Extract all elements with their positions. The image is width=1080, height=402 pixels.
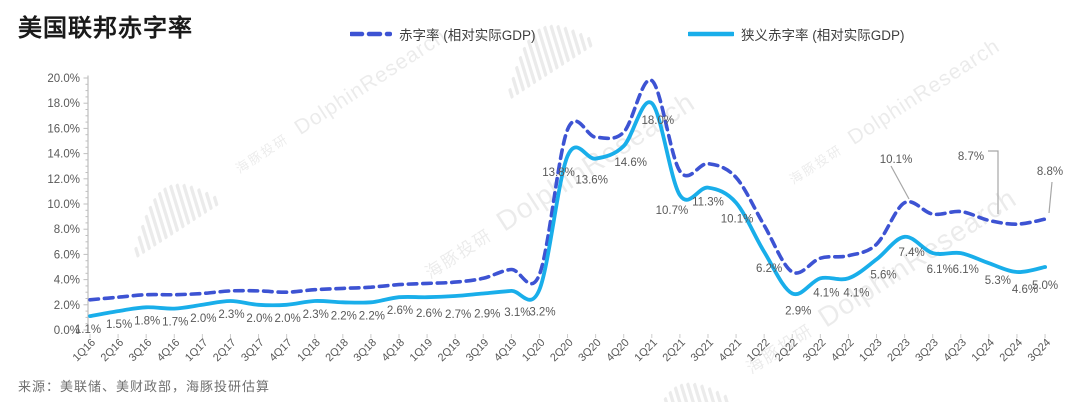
svg-text:5.0%: 5.0% [1032, 280, 1058, 292]
svg-text:10.1%: 10.1% [721, 214, 754, 226]
svg-text:1Q17: 1Q17 [183, 337, 211, 365]
svg-text:14.6%: 14.6% [614, 157, 647, 169]
svg-text:1Q23: 1Q23 [857, 337, 885, 365]
svg-text:1Q18: 1Q18 [295, 337, 323, 365]
svg-text:1Q21: 1Q21 [632, 337, 660, 365]
svg-text:3.1%: 3.1% [504, 307, 530, 319]
svg-text:4Q17: 4Q17 [267, 337, 295, 365]
svg-text:1.1%: 1.1% [75, 324, 101, 336]
svg-text:10.0%: 10.0% [47, 199, 80, 211]
svg-text:2.7%: 2.7% [445, 309, 471, 321]
svg-text:3.2%: 3.2% [529, 307, 555, 319]
svg-text:13.6%: 13.6% [575, 175, 608, 187]
legend-label: 狭义赤字率 (相对实际GDP) [741, 28, 905, 43]
svg-text:2Q18: 2Q18 [323, 337, 351, 365]
svg-text:2.9%: 2.9% [785, 305, 811, 317]
svg-text:2.6%: 2.6% [387, 305, 413, 317]
legend-label: 赤字率 (相对实际GDP) [399, 28, 536, 43]
svg-text:1Q20: 1Q20 [520, 337, 548, 365]
svg-text:1.8%: 1.8% [134, 315, 160, 327]
svg-text:3Q18: 3Q18 [351, 337, 379, 365]
svg-text:2Q19: 2Q19 [436, 337, 464, 365]
legend-item-deficit-rate[interactable]: 赤字率 (相对实际GDP) [350, 24, 536, 44]
svg-text:4Q22: 4Q22 [829, 337, 857, 365]
svg-text:2.0%: 2.0% [246, 313, 272, 325]
svg-text:1.7%: 1.7% [162, 317, 188, 329]
svg-text:1.5%: 1.5% [106, 319, 132, 331]
dolphin-logo-stripes-icon [111, 153, 242, 264]
watermark [485, 0, 616, 105]
svg-text:4Q21: 4Q21 [717, 337, 745, 365]
svg-text:4.1%: 4.1% [843, 287, 869, 299]
svg-text:8.8%: 8.8% [1037, 166, 1063, 178]
svg-text:18.0%: 18.0% [641, 115, 674, 127]
svg-text:6.0%: 6.0% [54, 249, 80, 261]
svg-text:13.8%: 13.8% [542, 167, 575, 179]
svg-text:2.2%: 2.2% [331, 310, 357, 322]
svg-text:6.1%: 6.1% [927, 264, 953, 276]
svg-text:7.4%: 7.4% [899, 247, 925, 259]
svg-text:4Q19: 4Q19 [492, 337, 520, 365]
svg-text:1Q19: 1Q19 [408, 337, 436, 365]
svg-text:8.0%: 8.0% [54, 224, 80, 236]
svg-text:3Q20: 3Q20 [576, 337, 604, 365]
svg-text:4Q16: 4Q16 [155, 337, 183, 365]
svg-text:3Q23: 3Q23 [913, 337, 941, 365]
svg-text:2Q24: 2Q24 [998, 337, 1026, 365]
svg-text:4Q23: 4Q23 [941, 337, 969, 365]
svg-text:2.2%: 2.2% [359, 310, 385, 322]
svg-text:10.7%: 10.7% [656, 205, 689, 217]
dashed-line-icon [350, 31, 392, 37]
svg-text:2.3%: 2.3% [303, 309, 329, 321]
svg-text:2Q17: 2Q17 [211, 337, 239, 365]
svg-text:20.0%: 20.0% [47, 73, 80, 85]
svg-text:2.6%: 2.6% [416, 308, 442, 320]
svg-text:2.9%: 2.9% [474, 308, 500, 320]
svg-text:1Q16: 1Q16 [71, 337, 99, 365]
svg-text:5.3%: 5.3% [985, 275, 1011, 287]
legend-item-narrow-deficit-rate[interactable]: 狭义赤字率 (相对实际GDP) [688, 24, 905, 44]
svg-text:11.3%: 11.3% [692, 197, 724, 209]
svg-text:3Q24: 3Q24 [1026, 337, 1054, 365]
svg-text:0.0%: 0.0% [54, 325, 80, 337]
svg-text:18.0%: 18.0% [47, 98, 80, 110]
page-title: 美国联邦赤字率 [18, 15, 193, 42]
svg-text:2Q23: 2Q23 [885, 337, 913, 365]
svg-text:4.6%: 4.6% [1012, 284, 1038, 296]
svg-text:12.0%: 12.0% [47, 174, 80, 186]
dolphin-logo-stripes-icon [485, 0, 616, 105]
svg-text:6.2%: 6.2% [756, 263, 782, 275]
svg-text:2Q16: 2Q16 [99, 337, 127, 365]
svg-text:2.0%: 2.0% [275, 313, 301, 325]
svg-text:2Q20: 2Q20 [548, 337, 576, 365]
svg-text:3Q17: 3Q17 [239, 337, 267, 365]
svg-text:4Q18: 4Q18 [380, 337, 408, 365]
svg-text:3Q19: 3Q19 [464, 337, 492, 365]
source-note: 来源：美联储、美财政部，海豚投研估算 [18, 379, 271, 394]
svg-text:14.0%: 14.0% [47, 149, 80, 161]
svg-text:2.0%: 2.0% [54, 300, 80, 312]
svg-text:1Q24: 1Q24 [969, 337, 997, 365]
svg-text:3Q21: 3Q21 [689, 337, 717, 365]
svg-text:2Q21: 2Q21 [660, 337, 688, 365]
svg-text:4Q20: 4Q20 [604, 337, 632, 365]
svg-text:5.6%: 5.6% [870, 269, 896, 281]
solid-line-icon [688, 31, 734, 37]
svg-text:16.0%: 16.0% [47, 123, 80, 135]
svg-text:2.3%: 2.3% [218, 309, 244, 321]
svg-text:4.1%: 4.1% [813, 287, 839, 299]
svg-text:3Q22: 3Q22 [801, 337, 829, 365]
svg-text:1Q22: 1Q22 [745, 337, 773, 365]
svg-text:3Q16: 3Q16 [127, 337, 155, 365]
svg-text:8.7%: 8.7% [958, 151, 984, 163]
svg-text:2Q22: 2Q22 [773, 337, 801, 365]
svg-text:4.0%: 4.0% [54, 275, 80, 287]
watermark: 海豚投研 DolphinResearch [111, 11, 460, 264]
svg-text:6.1%: 6.1% [953, 264, 979, 276]
svg-text:10.1%: 10.1% [880, 154, 913, 166]
svg-text:2.0%: 2.0% [190, 313, 216, 325]
